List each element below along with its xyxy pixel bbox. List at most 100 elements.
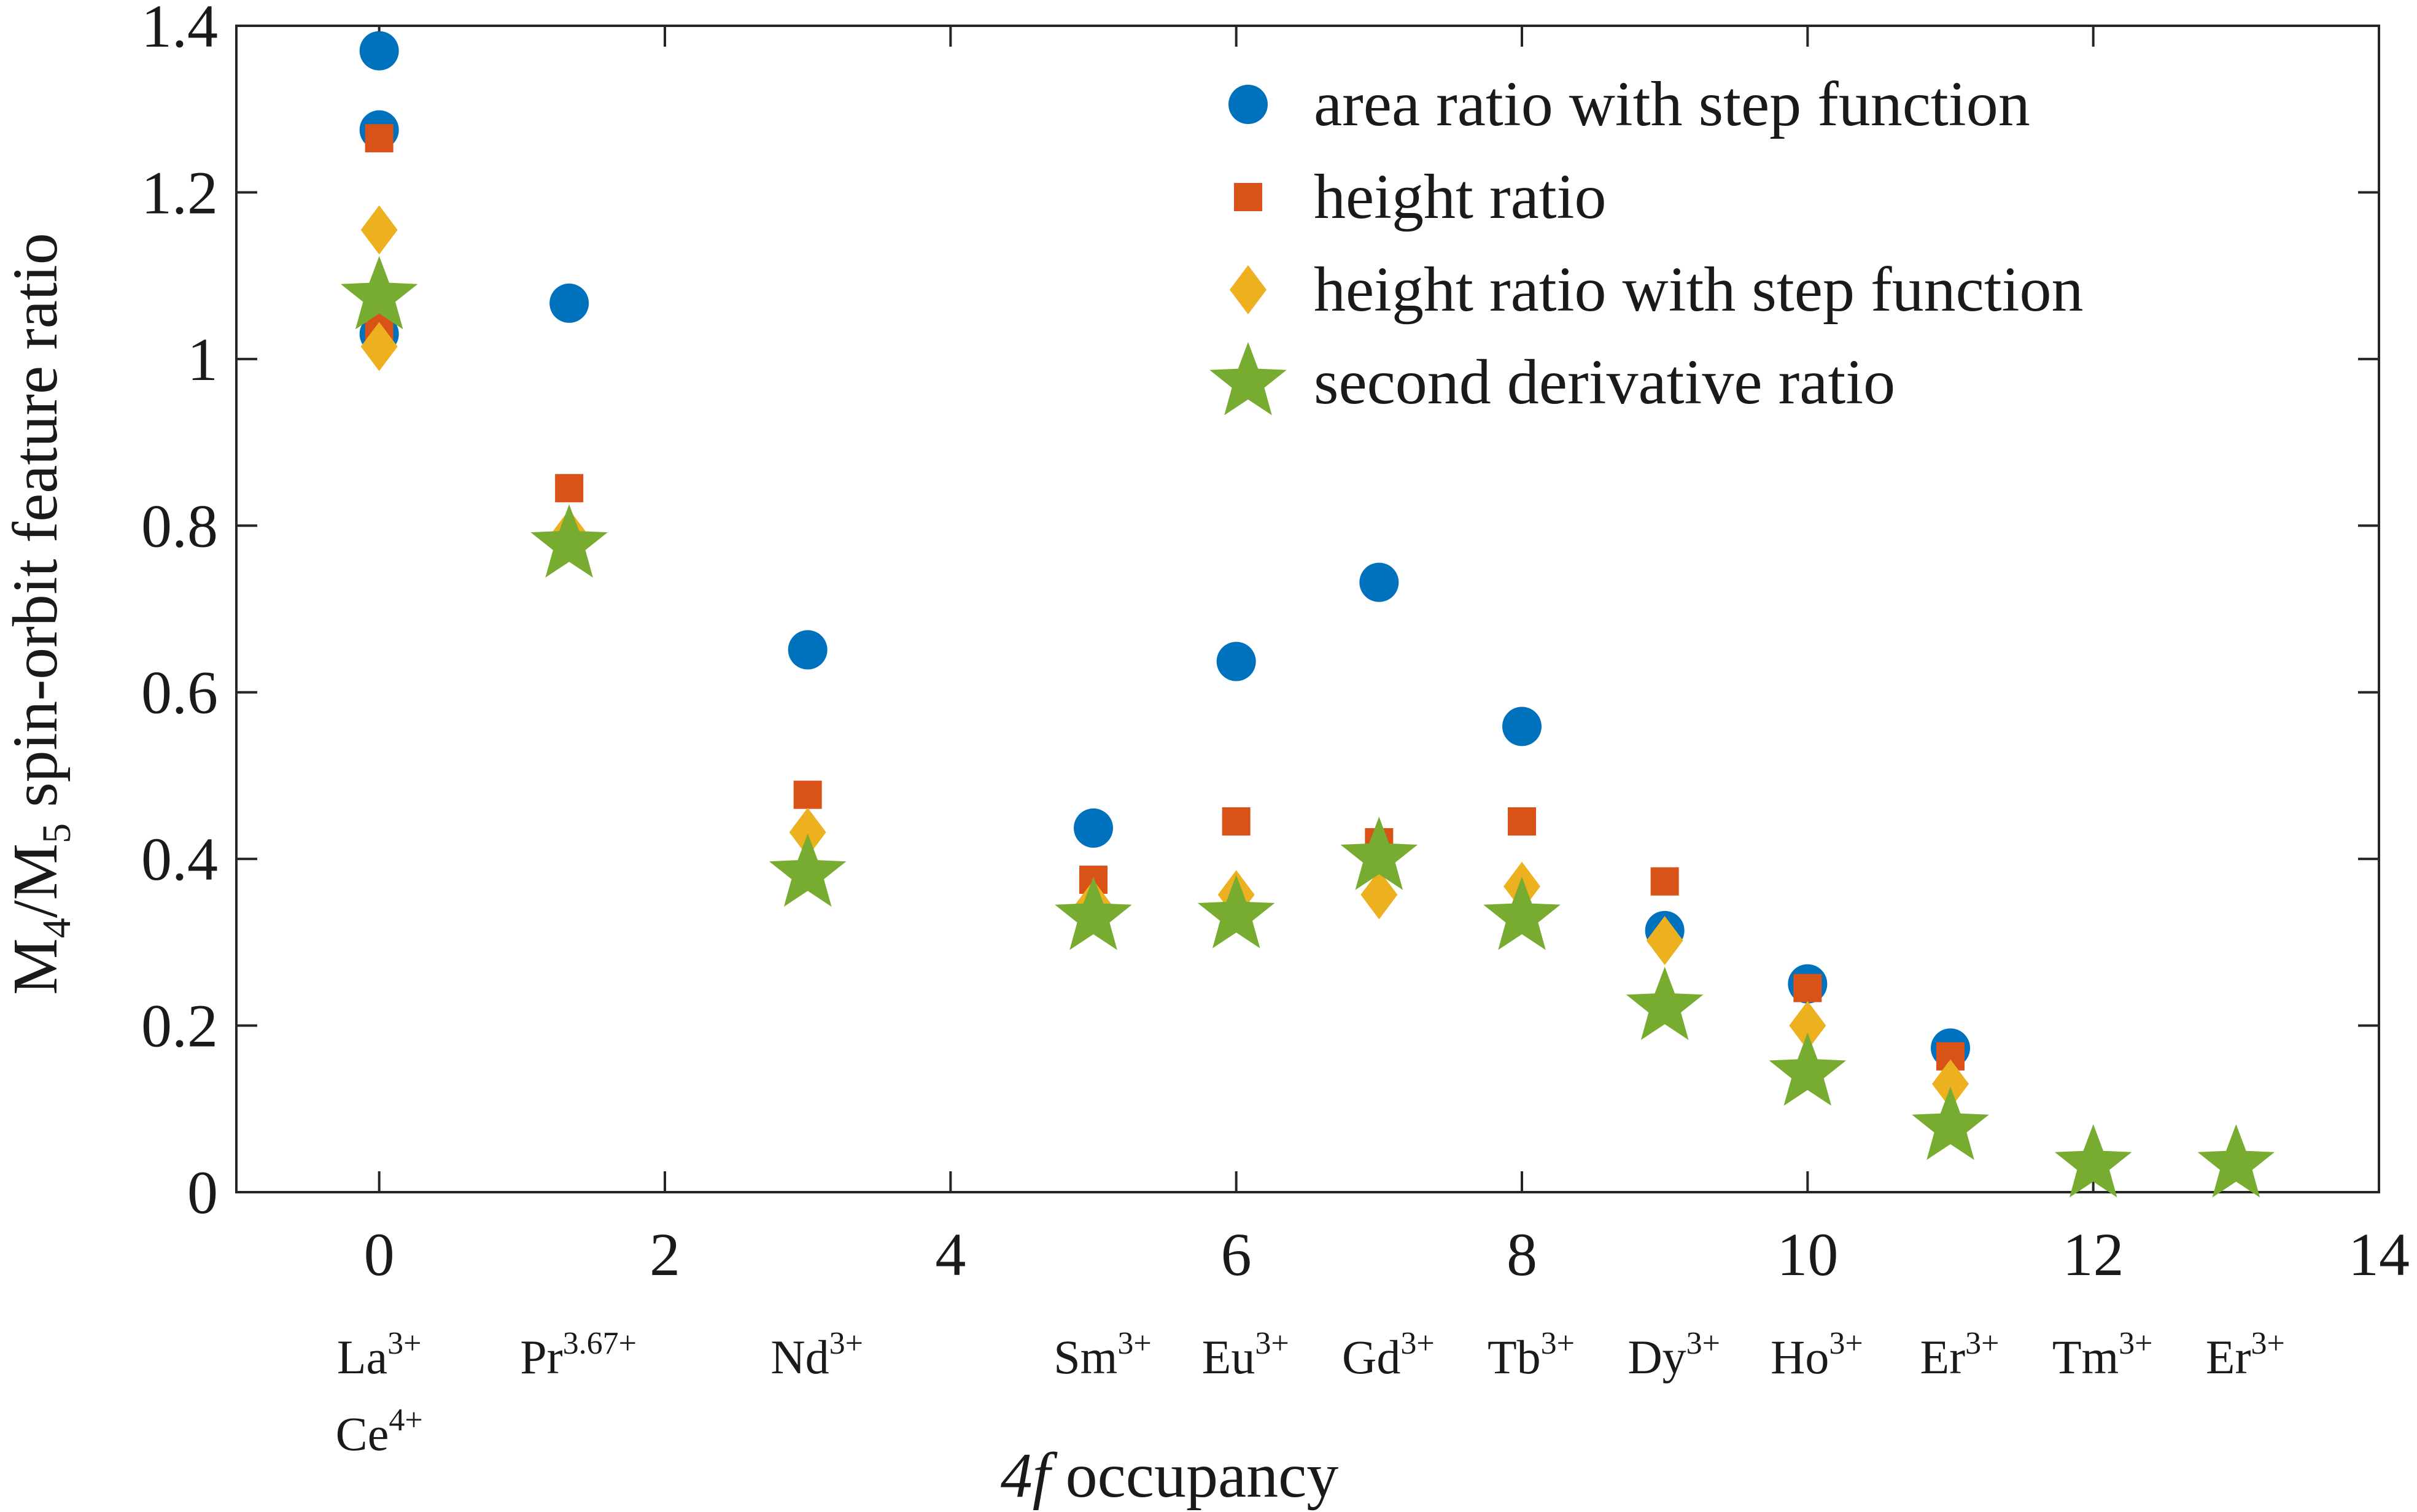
data-point-diamond [1646,916,1683,966]
ion-label: Er3+ [1920,1326,2000,1384]
ion-label: Ho3+ [1771,1326,1863,1384]
ion-charge: 3+ [1541,1326,1575,1361]
data-point-diamond [1932,1059,1969,1109]
data-point-circle [1216,642,1256,681]
ion-symbol: Ho [1771,1330,1829,1384]
legend: area ratio with step function height rati… [1209,69,2084,417]
ion-symbol: Sm [1053,1330,1117,1384]
data-point-diamond [360,322,398,371]
y-tick-labels: 0 0.2 0.4 0.6 0.8 1 1.2 1.4 [141,0,218,1227]
legend-marker-diamond [1230,265,1267,314]
x-tick-labels: 0 2 4 6 8 10 12 14 [364,1220,2410,1289]
y-tick-label: 0 [187,1158,218,1227]
ion-charge: 3+ [2119,1326,2152,1361]
series-diamond [360,205,1969,1109]
data-point-circle [1502,707,1542,746]
ion-label: Ce4+ [336,1403,423,1460]
ion-label: Tm3+ [2052,1326,2153,1384]
legend-marker-square [1234,183,1262,211]
data-point-star [1340,816,1418,890]
data-point-diamond [789,807,826,857]
ion-charge: 3+ [2251,1326,2284,1361]
ion-label: Tb3+ [1488,1326,1575,1384]
ion-label: Pr3.67+ [520,1326,637,1384]
legend-marker-circle [1228,85,1268,124]
ion-charge: 3+ [1965,1326,1999,1361]
data-point-star [1197,875,1275,948]
data-point-star [1769,1032,1847,1106]
y-axis-title: M4/M5 spin-orbit feature ratio [0,233,79,995]
x-axis-title: 4f occupancy [1001,1440,1339,1511]
data-point-star [1483,877,1561,950]
ion-charge: 3+ [1686,1326,1720,1361]
ion-charge: 3.67+ [563,1326,637,1361]
series-circle [359,31,1970,1068]
ion-symbol: Tm [2052,1330,2119,1384]
data-point-circle [788,630,828,670]
ion-charge: 3+ [829,1326,863,1361]
data-point-star [1055,877,1132,950]
series-star [340,256,2275,1198]
y-tick-label: 1.4 [141,0,218,60]
y-tick-label: 1 [187,325,218,394]
data-point-square [1222,807,1251,836]
y-tick-label: 0.4 [141,825,218,893]
ion-label: Eu3+ [1202,1326,1289,1384]
ion-charge: 3+ [1117,1326,1151,1361]
y-tick-label: 0.2 [141,992,218,1060]
ion-charge: 3+ [1400,1326,1434,1361]
data-point-star [2054,1124,2132,1198]
data-point-star [1626,966,1704,1041]
data-point-star [1912,1087,1989,1160]
x-tick-label: 4 [935,1220,966,1289]
data-point-square [1650,867,1679,896]
plot-frame [235,25,2380,1193]
ion-charge: 3+ [387,1326,421,1361]
data-markers [340,31,2275,1198]
ion-symbol: Nd [770,1330,829,1384]
ion-label: Dy3+ [1627,1326,1720,1384]
y-tick-label: 1.2 [141,158,218,227]
ion-symbol: La [337,1330,387,1384]
x-tick-label: 14 [2348,1220,2410,1289]
ion-symbol: Er [2206,1330,2251,1384]
ion-symbol: Er [1920,1330,1966,1384]
x-tick-label: 0 [364,1220,395,1289]
axes [235,25,2380,1193]
legend-label: height ratio with step function [1314,254,2084,325]
data-point-square [365,124,394,153]
ion-symbol: Eu [1202,1330,1255,1384]
data-point-square [555,474,584,503]
data-point-diamond [1360,870,1398,920]
ion-symbol: Tb [1488,1330,1541,1384]
data-point-square [1793,974,1822,1002]
legend-label: height ratio [1314,161,1607,232]
data-point-star [2197,1124,2275,1198]
data-point-star [340,256,418,330]
x-tick-label: 12 [2063,1220,2124,1289]
ion-label: La3+ [337,1326,422,1384]
ion-labels: La3+Ce4+Pr3.67+ Nd3+ Sm3+ Eu3+ Gd3+ Tb3+ Dy3+ H… [336,1326,2285,1460]
data-point-diamond [1789,1001,1826,1050]
ion-charge: 4+ [389,1403,422,1438]
ion-symbol: Ce [336,1407,389,1460]
ion-label: Er3+ [2206,1326,2285,1384]
ion-symbol: Pr [520,1330,562,1384]
legend-label: second derivative ratio [1314,347,1895,417]
data-point-circle [359,31,399,71]
ion-symbol: Gd [1342,1330,1400,1384]
data-point-circle [1074,808,1113,848]
data-point-circle [1359,562,1399,602]
y-tick-label: 0.6 [141,659,218,727]
ion-label: Nd3+ [770,1326,863,1384]
data-point-square [1508,807,1536,836]
legend-label: area ratio with step function [1314,69,2030,139]
ion-charge: 3+ [1255,1326,1289,1361]
x-tick-label: 6 [1221,1220,1252,1289]
data-point-circle [549,283,589,323]
x-tick-label: 10 [1777,1220,1838,1289]
data-point-star [530,504,608,578]
x-tick-label: 2 [650,1220,680,1289]
data-point-diamond [360,205,398,255]
